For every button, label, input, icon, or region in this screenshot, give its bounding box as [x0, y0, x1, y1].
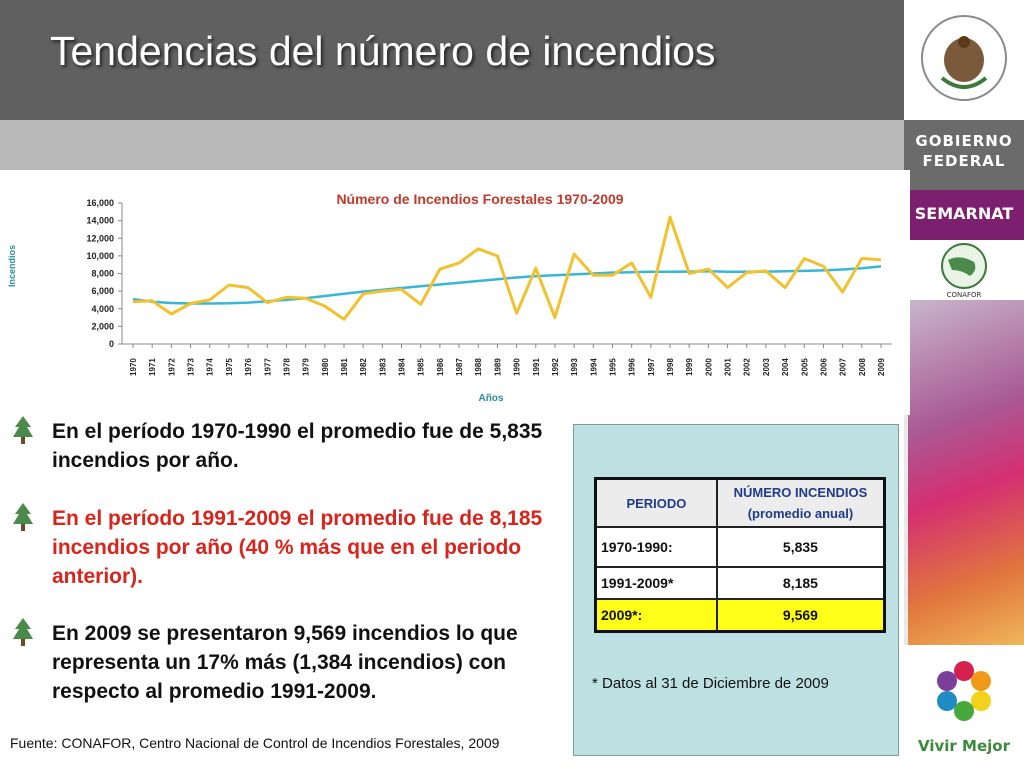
- row-periodo: 1991-2009*: [594, 566, 718, 600]
- x-tick-label: 1992: [551, 358, 560, 376]
- decorative-pattern: [908, 300, 1024, 645]
- row-valor: 5,835: [715, 526, 886, 568]
- x-tick-label: 1999: [685, 358, 694, 376]
- tree-icon: [13, 503, 33, 531]
- x-tick-label: 1994: [589, 358, 598, 376]
- chart-panel: Número de Incendios Forestales 1970-2009…: [0, 170, 910, 415]
- x-tick-label: 1971: [148, 358, 157, 376]
- conafor-logo: CONAFOR: [904, 240, 1024, 300]
- gobierno-federal-box: GOBIERNO FEDERAL: [904, 120, 1024, 190]
- y-tick-label: 14,000: [86, 216, 114, 226]
- source-note: Fuente: CONAFOR, Centro Nacional de Cont…: [10, 735, 500, 751]
- x-tick-label: 1975: [225, 358, 234, 376]
- x-tick-label: 1997: [647, 358, 656, 376]
- row-valor: 8,185: [715, 566, 886, 600]
- federal-label: FEDERAL: [922, 152, 1006, 170]
- x-tick-label: 2005: [800, 358, 809, 376]
- x-tick-label: 1973: [187, 358, 196, 376]
- x-tick-label: 2006: [819, 358, 828, 376]
- fires-line-chart: Número de Incendios Forestales 1970-2009…: [7, 191, 892, 404]
- x-tick-label: 1982: [359, 358, 368, 376]
- chart-title: Número de Incendios Forestales 1970-2009: [336, 191, 623, 207]
- bullet-text-2: En el período 1991-2009 el promedio fue …: [52, 507, 543, 588]
- tree-icon: [13, 416, 33, 444]
- x-tick-label: 2002: [743, 358, 752, 376]
- header-numero-line2: (promedio anual): [747, 506, 854, 521]
- data-note: * Datos al 31 de Diciembre de 2009: [592, 675, 829, 692]
- x-tick-label: 1998: [666, 358, 675, 376]
- y-tick-label: 16,000: [86, 198, 114, 208]
- header-periodo: PERIODO: [594, 477, 718, 528]
- series-line-incendios: [132, 215, 882, 321]
- subheader-band: [0, 120, 904, 170]
- row-valor: 9,569: [715, 598, 886, 633]
- x-tick-label: 2009: [877, 358, 886, 376]
- x-tick-label: 2008: [858, 358, 867, 376]
- x-tick-label: 1985: [417, 358, 426, 376]
- x-tick-label: 1980: [321, 358, 330, 376]
- x-tick-label: 1979: [302, 358, 311, 376]
- x-tick-label: 1987: [455, 358, 464, 376]
- bullet-text-3: En 2009 se presentaron 9,569 incendios l…: [52, 622, 518, 703]
- row-periodo: 2009*:: [594, 598, 718, 633]
- vivir-mejor-icon: [937, 661, 991, 721]
- tree-icon: [13, 618, 33, 646]
- y-tick-label: 8,000: [91, 269, 114, 279]
- y-tick-label: 12,000: [86, 233, 114, 243]
- x-tick-label: 2007: [839, 358, 848, 376]
- x-tick-label: 1989: [493, 358, 502, 376]
- y-tick-label: 0: [109, 339, 114, 349]
- semarnat-label: SEMARNAT: [914, 204, 1014, 223]
- x-tick-label: 2004: [781, 358, 790, 376]
- x-tick-label: 1986: [436, 358, 445, 376]
- header-numero-line1: NÚMERO INCENDIOS: [733, 485, 868, 500]
- x-tick-label: 2000: [704, 358, 713, 376]
- x-tick-label: 1977: [263, 358, 272, 376]
- emblem-area: [904, 0, 1024, 120]
- x-tick-label: 1991: [532, 358, 541, 376]
- x-tick-label: 1983: [378, 358, 387, 376]
- conafor-icon: CONAFOR: [941, 243, 987, 299]
- x-tick-label: 1990: [513, 358, 522, 376]
- vivir-mejor-logo: Vivir Mejor: [904, 645, 1024, 768]
- header-band: [0, 0, 904, 120]
- x-tick-label: 1974: [206, 358, 215, 376]
- table-row-highlighted: 2009*: 9,569: [594, 598, 886, 633]
- table-row: 1970-1990: 5,835: [594, 526, 886, 568]
- x-tick-label: 2001: [724, 358, 733, 376]
- header-numero: NÚMERO INCENDIOS (promedio anual): [715, 477, 886, 528]
- x-tick-label: 1988: [474, 358, 483, 376]
- coat-of-arms-icon: [921, 15, 1007, 101]
- y-tick-label: 10,000: [86, 251, 114, 261]
- bullet-text-1: En el período 1970-1990 el promedio fue …: [52, 420, 543, 472]
- x-tick-label: 1996: [628, 358, 637, 376]
- x-tick-label: 1995: [608, 358, 617, 376]
- y-axis-label: Incendios: [7, 245, 17, 287]
- x-tick-label: 1978: [282, 358, 291, 376]
- x-tick-label: 1976: [244, 358, 253, 376]
- x-tick-label: 1972: [167, 358, 176, 376]
- x-axis-label: Años: [479, 393, 504, 404]
- summary-panel: PERIODO NÚMERO INCENDIOS (promedio anual…: [573, 424, 899, 756]
- table-row: 1991-2009* 8,185: [594, 566, 886, 600]
- vivir-mejor-label: Vivir Mejor: [918, 737, 1010, 755]
- x-tick-label: 2003: [762, 358, 771, 376]
- x-tick-label: 1993: [570, 358, 579, 376]
- gobierno-label: GOBIERNO: [915, 132, 1013, 150]
- x-tick-label: 1984: [398, 358, 407, 376]
- x-tick-label: 1970: [129, 358, 138, 376]
- table-header-row: PERIODO NÚMERO INCENDIOS (promedio anual…: [594, 477, 886, 528]
- x-tick-label: 1981: [340, 358, 349, 376]
- semarnat-box: SEMARNAT: [904, 190, 1024, 240]
- slide-title: Tendencias del número de incendios: [50, 28, 716, 74]
- y-tick-label: 2,000: [91, 321, 114, 331]
- conafor-label: CONAFOR: [947, 291, 982, 299]
- y-tick-label: 6,000: [91, 286, 114, 296]
- row-periodo: 1970-1990:: [594, 526, 718, 568]
- y-tick-label: 4,000: [91, 304, 114, 314]
- averages-table: PERIODO NÚMERO INCENDIOS (promedio anual…: [594, 477, 886, 633]
